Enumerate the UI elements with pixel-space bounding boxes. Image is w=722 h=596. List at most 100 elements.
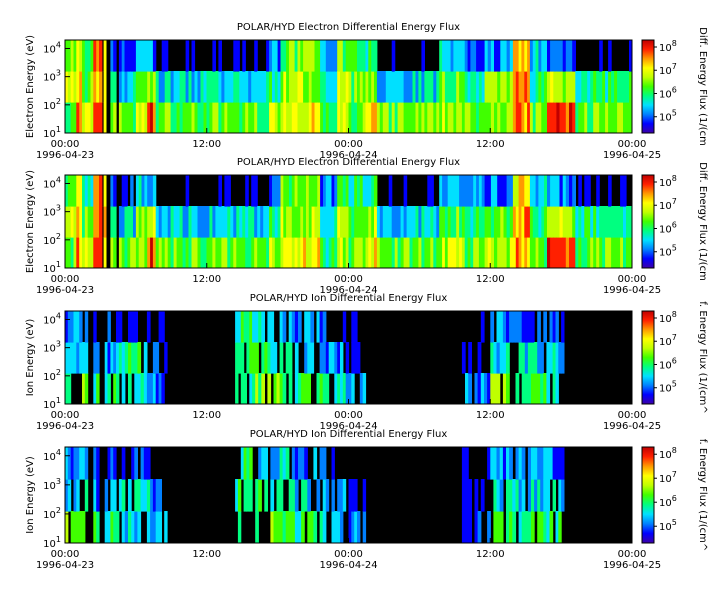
spectrogram-cell bbox=[497, 71, 501, 103]
spectrogram-cell bbox=[230, 237, 234, 268]
spectrogram-cell bbox=[531, 479, 535, 512]
spectrogram-cell bbox=[297, 102, 301, 133]
spectrogram-cell bbox=[342, 237, 347, 268]
x-tick-date: 1996-04-23 bbox=[36, 421, 94, 432]
spectrogram-cell bbox=[206, 237, 211, 268]
spectrogram-cell bbox=[521, 71, 525, 103]
spectrogram-cell bbox=[242, 206, 246, 238]
spectrogram-cell bbox=[362, 40, 367, 72]
spectrogram-cell bbox=[150, 175, 154, 207]
spectrogram-cell bbox=[76, 102, 80, 133]
spectrogram-cell bbox=[418, 237, 422, 268]
spectrogram-cell bbox=[116, 342, 120, 374]
spectrogram-cell bbox=[258, 373, 262, 404]
spectrogram-cell bbox=[137, 479, 142, 512]
spectrogram-cell bbox=[532, 175, 537, 207]
spectrogram-cell bbox=[261, 447, 265, 480]
spectrogram-cell bbox=[558, 342, 562, 374]
spectrogram-cell bbox=[502, 447, 507, 480]
spectrogram-cell bbox=[427, 206, 431, 238]
spectrogram-cell bbox=[569, 206, 573, 238]
spectrogram-cell bbox=[374, 237, 378, 268]
y-tick-label: 101 bbox=[43, 396, 61, 411]
spectrogram-cell bbox=[461, 447, 466, 480]
spectrogram-cell bbox=[212, 71, 216, 103]
spectrogram-cell bbox=[104, 373, 109, 404]
spectrogram-cell bbox=[239, 102, 243, 133]
spectrogram-cell bbox=[138, 71, 143, 103]
spectrogram-cell bbox=[161, 71, 166, 103]
spectrogram-cell bbox=[403, 237, 408, 268]
spectrogram-cell bbox=[478, 40, 483, 72]
spectrogram-cell bbox=[155, 71, 160, 103]
spectrogram-cell bbox=[481, 237, 486, 268]
spectrogram-cell bbox=[297, 206, 301, 238]
spectrogram-cell bbox=[357, 40, 361, 72]
spectrogram-cell bbox=[96, 206, 100, 238]
y-tick-label-base: 10 bbox=[43, 101, 56, 112]
spectrogram-cell bbox=[521, 237, 525, 268]
spectrogram-cell bbox=[529, 206, 534, 238]
spectrogram-cell bbox=[478, 102, 483, 133]
spectrogram-cell bbox=[518, 175, 522, 207]
spectrogram-cell bbox=[70, 511, 75, 543]
spectrogram-cell bbox=[152, 373, 157, 404]
spectrogram-cell bbox=[124, 237, 128, 268]
spectrogram-cell bbox=[354, 40, 358, 72]
spectrogram-cell bbox=[96, 342, 100, 374]
spectrogram-cell bbox=[252, 373, 256, 404]
spectrogram-cell bbox=[323, 71, 327, 103]
spectrogram-cell bbox=[461, 71, 466, 103]
spectrogram-cell bbox=[439, 102, 443, 133]
spectrogram-cell bbox=[257, 71, 261, 103]
spectrogram-cell bbox=[476, 71, 480, 103]
spectrogram-cell bbox=[249, 479, 253, 512]
spectrogram-cell bbox=[439, 71, 443, 103]
spectrogram-cell bbox=[540, 342, 544, 374]
spectrogram-cell bbox=[272, 237, 276, 268]
spectrogram-cell bbox=[506, 40, 511, 72]
spectrogram-cell bbox=[502, 373, 507, 404]
spectrogram-cell bbox=[334, 237, 338, 268]
spectrogram-cell bbox=[540, 511, 544, 543]
spectrogram-cell bbox=[512, 206, 517, 238]
spectrogram-cell bbox=[415, 206, 420, 238]
spectrogram-cell bbox=[337, 237, 341, 268]
colorbar bbox=[641, 39, 655, 134]
spectrogram-cell bbox=[283, 237, 287, 268]
spectrogram-cell bbox=[270, 447, 275, 480]
spectrogram-cell bbox=[96, 71, 100, 103]
colorbar-tick-label: 108 bbox=[659, 174, 677, 189]
spectrogram-cell bbox=[90, 40, 94, 72]
spectrogram-cell bbox=[365, 175, 369, 207]
spectrogram-cell bbox=[465, 511, 469, 543]
spectrogram-cell bbox=[276, 447, 281, 480]
spectrogram-cell bbox=[499, 311, 504, 343]
spectrogram-cell bbox=[277, 71, 281, 103]
spectrogram-cell bbox=[99, 206, 103, 238]
spectrogram-cell bbox=[351, 373, 355, 404]
spectrogram-cell bbox=[70, 40, 75, 72]
spectrogram-cell bbox=[334, 71, 338, 103]
spectrogram-cell bbox=[135, 40, 140, 72]
panel-title: POLAR/HYD Ion Differential Energy Flux bbox=[250, 293, 448, 304]
spectrogram-cell bbox=[529, 237, 534, 268]
spectrogram-cell bbox=[248, 206, 252, 238]
spectrogram-cell bbox=[185, 71, 190, 103]
spectrogram-cell bbox=[368, 175, 372, 207]
spectrogram-cell bbox=[67, 342, 72, 374]
spectrogram-cell bbox=[224, 237, 228, 268]
spectrogram-cell bbox=[444, 71, 449, 103]
spectrogram-cell bbox=[506, 511, 510, 543]
spectrogram-cell bbox=[152, 102, 157, 133]
spectrogram-cell bbox=[476, 40, 480, 72]
spectrogram-cell bbox=[93, 447, 97, 480]
spectrogram-cell bbox=[433, 206, 437, 238]
spectrogram-cell bbox=[167, 102, 172, 133]
spectrogram-cell bbox=[473, 40, 477, 72]
spectrogram-cell bbox=[487, 175, 492, 207]
panel-title: POLAR/HYD Electron Differential Energy F… bbox=[237, 22, 460, 33]
spectrogram-cell bbox=[269, 175, 273, 207]
spectrogram-cell bbox=[532, 40, 537, 72]
spectrogram-cell bbox=[430, 175, 434, 207]
